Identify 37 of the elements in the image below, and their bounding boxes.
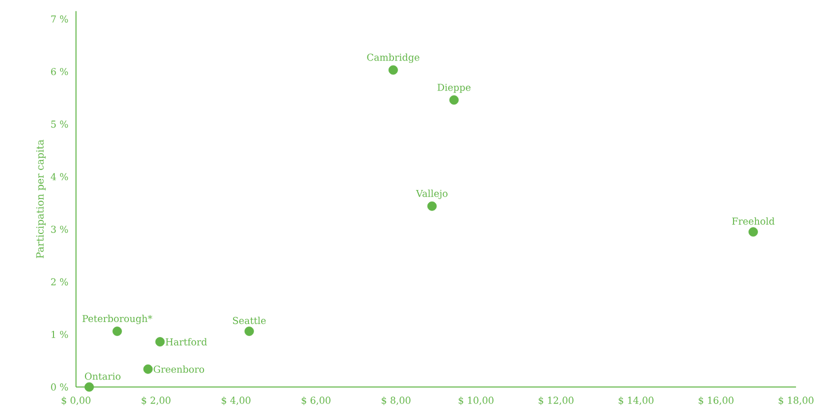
y-tick-label: 2 % bbox=[51, 278, 68, 286]
y-tick-label: 6 % bbox=[51, 68, 68, 76]
annotation: Cambridge bbox=[367, 54, 420, 63]
point bbox=[427, 201, 437, 211]
x-tick-label: $ 4,00 bbox=[222, 396, 250, 406]
x-tick-label: $ 8,00 bbox=[382, 396, 410, 406]
x-tick-label: $ 16,00 bbox=[698, 396, 734, 406]
y-tick-label: 5 % bbox=[51, 120, 68, 128]
x-tick-label: $ 0,00 bbox=[62, 396, 90, 406]
y-tick-label: 1 % bbox=[52, 330, 68, 338]
annotation: Hartford bbox=[166, 338, 207, 346]
point bbox=[449, 95, 459, 105]
x-tick-label: $ 2,00 bbox=[142, 396, 170, 406]
annotation: Greenboro bbox=[154, 365, 204, 373]
y-tick-label: 7 % bbox=[51, 15, 68, 23]
annotation: Vallejo bbox=[416, 190, 448, 199]
annotation: Freehold bbox=[732, 217, 775, 225]
x-tick-label: $ 10,00 bbox=[458, 396, 494, 406]
point bbox=[84, 382, 94, 392]
y-tick-label: 3 % bbox=[51, 226, 68, 233]
point bbox=[244, 326, 254, 336]
annotation: Dieppe bbox=[438, 84, 471, 93]
y-tick-label: 4 % bbox=[50, 173, 68, 180]
x-tick-label: $ 6,00 bbox=[302, 396, 330, 406]
x-tick-label: $ 14,00 bbox=[618, 396, 654, 406]
point bbox=[748, 227, 758, 237]
point bbox=[388, 65, 398, 75]
point bbox=[143, 364, 153, 374]
annotation: Ontario bbox=[84, 372, 120, 380]
point bbox=[155, 337, 165, 346]
point bbox=[112, 326, 122, 336]
annotation: Peterborough* bbox=[82, 314, 152, 324]
x-tick-label: $ 12,00 bbox=[538, 396, 574, 406]
annotation: Seattle bbox=[233, 316, 266, 324]
y-tick-label: 0 % bbox=[51, 383, 68, 391]
x-tick-label: $ 18,00 bbox=[778, 396, 814, 406]
y-axis-title: Participation per capita bbox=[36, 140, 46, 258]
